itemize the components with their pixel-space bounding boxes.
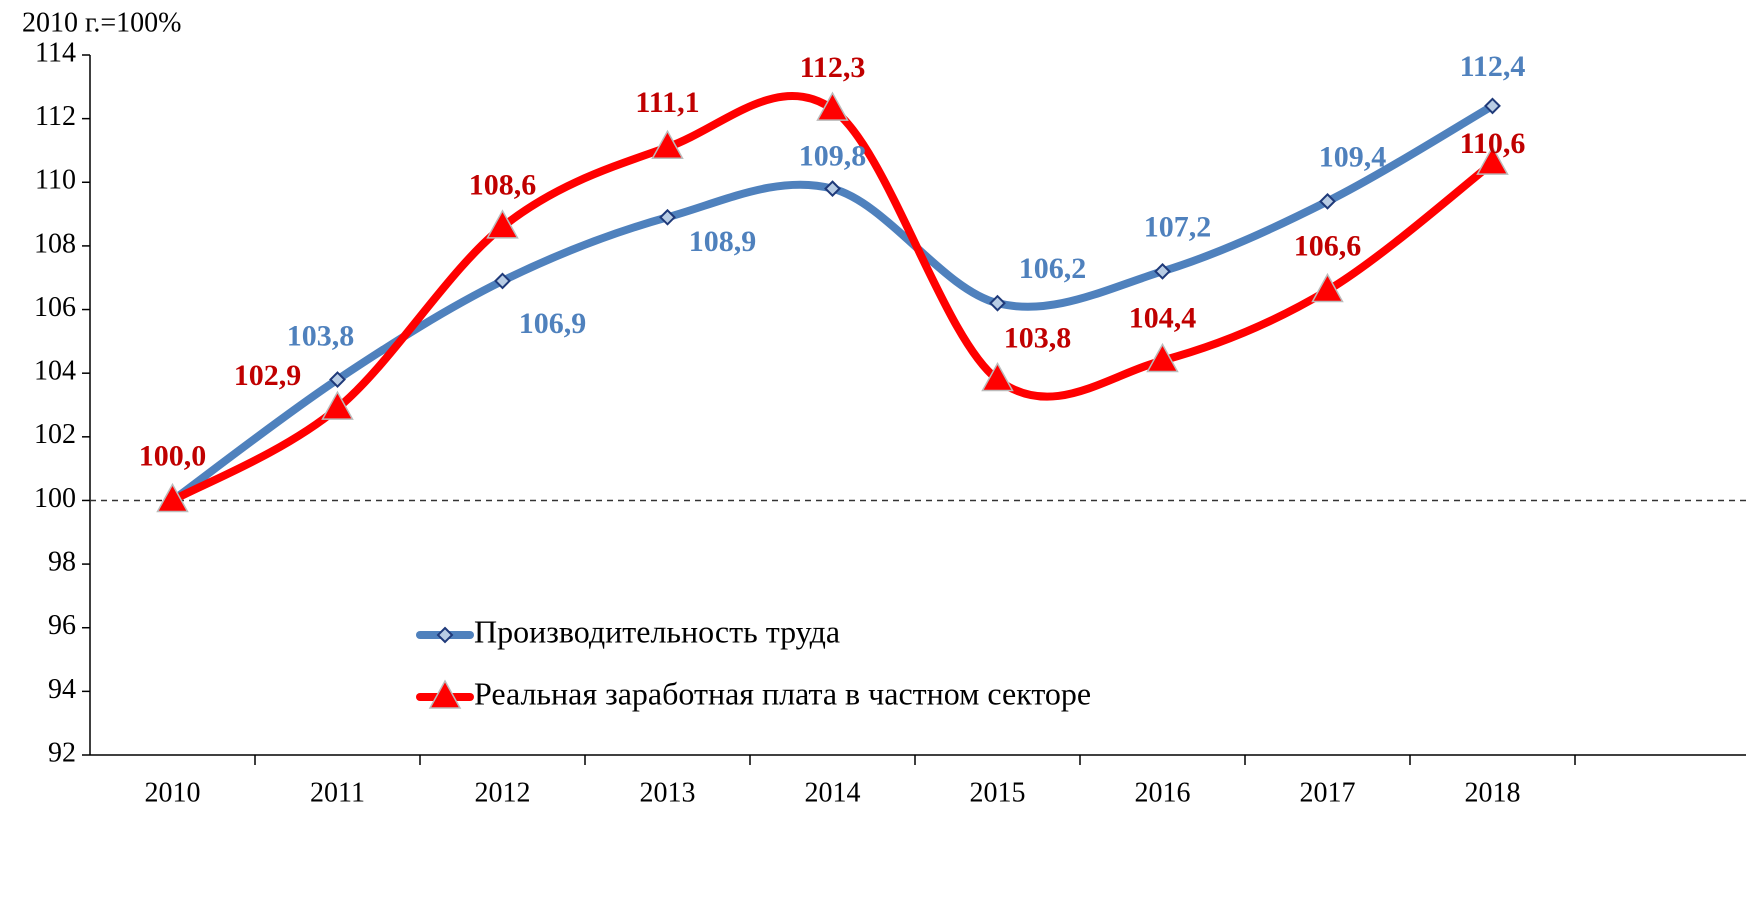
x-tick-label: 2012	[475, 777, 531, 808]
marker	[981, 362, 1014, 392]
y-tick-label: 98	[48, 547, 76, 578]
marker	[1484, 97, 1501, 115]
x-tick-label: 2014	[805, 777, 861, 808]
x-tick-label: 2016	[1135, 777, 1191, 808]
legend-label: Реальная заработная плата в частном сект…	[474, 675, 1091, 711]
y-tick-label: 92	[48, 737, 76, 768]
y-tick-label: 100	[34, 483, 76, 514]
marker	[1154, 262, 1171, 280]
data-label: 111,1	[635, 86, 699, 119]
marker	[1476, 145, 1509, 175]
marker	[329, 371, 346, 388]
y-tick-label: 104	[34, 356, 76, 387]
data-label: 112,4	[1460, 50, 1526, 83]
data-label: 107,2	[1144, 210, 1212, 243]
data-label: 103,8	[1004, 321, 1072, 354]
x-tick-label: 2011	[310, 777, 365, 808]
data-label: 112,3	[800, 51, 866, 84]
marker	[1311, 272, 1344, 303]
marker	[824, 180, 841, 198]
x-tick-label: 2017	[1300, 777, 1356, 808]
data-label: 106,6	[1294, 229, 1362, 262]
data-label: 109,4	[1319, 140, 1387, 173]
marker	[494, 272, 511, 290]
legend-marker	[436, 626, 454, 644]
data-label: 108,6	[469, 169, 537, 202]
marker	[321, 390, 354, 420]
y-tick-label: 94	[48, 674, 76, 705]
y-tick-label: 114	[35, 37, 76, 68]
data-label: 106,9	[519, 307, 587, 340]
marker	[651, 129, 684, 160]
x-tick-label: 2010	[145, 777, 201, 808]
x-tick-label: 2018	[1465, 777, 1521, 808]
legend-label: Производительность труда	[474, 613, 840, 649]
y-tick-label: 110	[35, 165, 76, 196]
x-tick-label: 2013	[640, 777, 696, 808]
data-label: 108,9	[689, 225, 757, 258]
legend-marker	[428, 679, 462, 709]
marker	[486, 209, 519, 239]
marker	[1319, 192, 1336, 210]
data-label: 110,6	[1460, 127, 1526, 160]
y-axis-label: 2010 г.=100%	[22, 7, 181, 38]
data-label: 100,0	[139, 439, 207, 472]
x-tick-label: 2015	[970, 777, 1026, 808]
marker	[659, 208, 676, 226]
data-label: 106,2	[1019, 252, 1087, 285]
marker	[989, 294, 1006, 312]
data-label: 104,4	[1129, 301, 1197, 334]
data-label: 103,8	[287, 319, 355, 352]
y-tick-label: 106	[34, 292, 76, 323]
y-tick-label: 112	[35, 101, 76, 132]
marker	[816, 91, 849, 121]
data-label: 102,9	[234, 359, 302, 392]
data-label: 109,8	[799, 140, 867, 173]
marker	[1146, 342, 1179, 373]
y-tick-label: 108	[34, 228, 76, 259]
marker	[156, 482, 189, 513]
y-tick-label: 102	[34, 419, 76, 450]
y-tick-label: 96	[48, 610, 76, 641]
